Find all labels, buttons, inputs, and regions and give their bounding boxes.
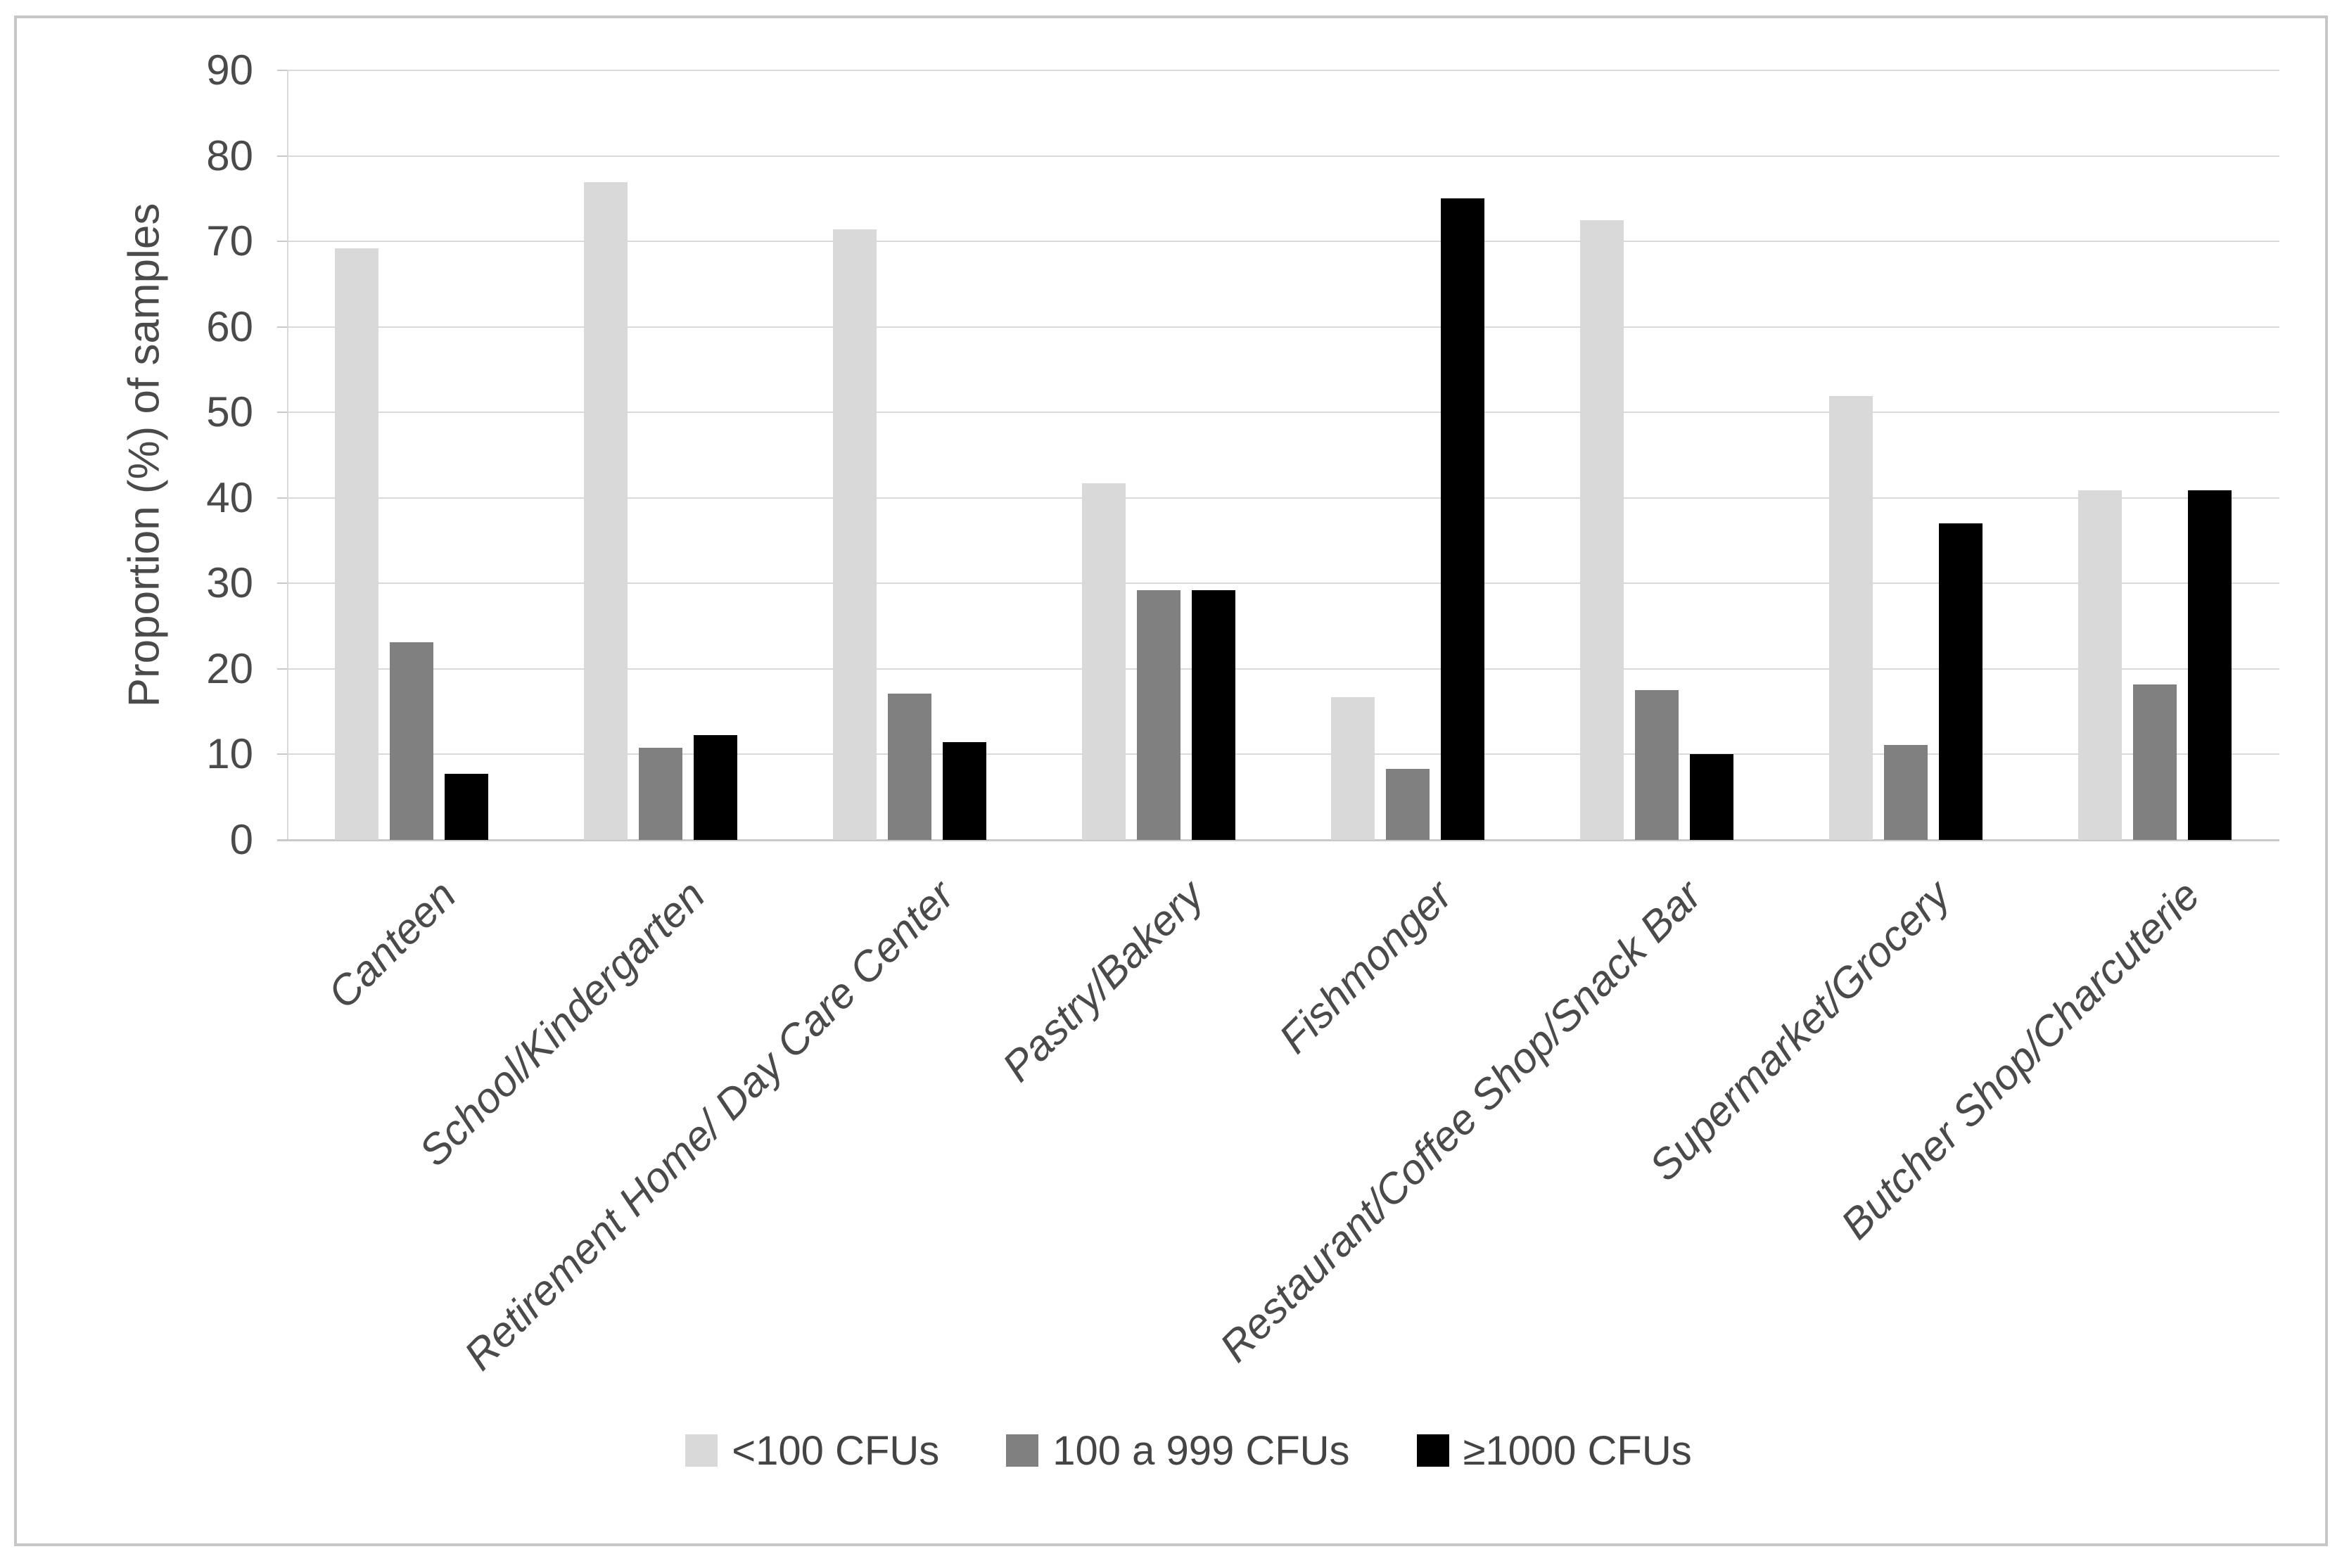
y-axis-tick-mark: [277, 70, 287, 71]
bar: [1192, 590, 1235, 840]
bar-group: [1532, 70, 1781, 840]
y-axis-tick-mark: [277, 497, 287, 499]
x-axis-label: Fishmonger: [1270, 871, 1461, 1062]
bar: [584, 182, 628, 840]
bar-group: [536, 70, 785, 840]
y-tick-label: 30: [206, 559, 253, 607]
legend-swatch: [685, 1434, 718, 1467]
y-axis-tick-mark: [277, 155, 287, 157]
bar: [1082, 483, 1126, 840]
bar: [2133, 684, 2177, 840]
gridline: [287, 155, 2279, 157]
gridline: [287, 241, 2279, 243]
bar: [1690, 754, 1733, 840]
gridline: [287, 70, 2279, 71]
legend-swatch: [1416, 1434, 1449, 1467]
y-axis-title: Proportion (%) of samples: [120, 203, 169, 708]
y-tick-label: 10: [206, 730, 253, 778]
bar-group: [1781, 70, 2030, 840]
bar-group: [785, 70, 1034, 840]
gridline: [287, 326, 2279, 328]
bar: [1441, 198, 1484, 840]
legend-label: ≥1000 CFUs: [1463, 1427, 1692, 1474]
gridline: [287, 412, 2279, 414]
y-tick-label: 60: [206, 302, 253, 350]
y-axis-tick-mark: [277, 412, 287, 414]
y-tick-label: 40: [206, 473, 253, 521]
legend-item: ≥1000 CFUs: [1416, 1427, 1692, 1474]
y-tick-label: 70: [206, 217, 253, 265]
bar: [390, 642, 433, 840]
x-axis-label: Canteen: [319, 871, 465, 1018]
y-axis-line: [287, 70, 288, 841]
y-tick-label: 20: [206, 644, 253, 692]
bar-group: [2030, 70, 2279, 840]
bar: [943, 742, 986, 840]
y-axis-tick-mark: [277, 753, 287, 756]
bar-group: [287, 70, 536, 840]
x-axis-label: School/Kindergarten: [410, 871, 714, 1175]
y-axis-tick-mark: [277, 582, 287, 585]
bar: [694, 734, 737, 840]
x-axis-label: Pastry/Bakery: [993, 871, 1212, 1091]
gridline: [287, 753, 2279, 756]
bar: [1386, 769, 1430, 840]
bar: [1137, 590, 1180, 840]
x-axis-line: [277, 839, 2279, 841]
bar: [2188, 490, 2232, 840]
bar: [335, 248, 378, 840]
y-axis-tick-mark: [277, 668, 287, 670]
gridline: [287, 497, 2279, 499]
legend-swatch: [1006, 1434, 1039, 1467]
x-axis-label: Retirement Home/ Day Care Center: [455, 871, 963, 1379]
bar-group: [1283, 70, 1532, 840]
bar: [639, 747, 682, 840]
x-axis-label: Restaurant/Coffee Shop/Snack Bar: [1210, 871, 1710, 1371]
y-tick-label: 80: [206, 132, 253, 179]
gridline: [287, 582, 2279, 585]
bar: [833, 229, 877, 840]
y-tick-label: 0: [229, 816, 253, 863]
bar: [1331, 697, 1375, 840]
legend-label: 100 a 999 CFUs: [1052, 1427, 1350, 1474]
bar: [445, 774, 488, 840]
legend-label: <100 CFUs: [732, 1427, 940, 1474]
bar: [1635, 690, 1679, 840]
legend-item: <100 CFUs: [685, 1427, 939, 1474]
legend-item: 100 a 999 CFUs: [1006, 1427, 1350, 1474]
bar: [888, 694, 931, 840]
bar: [1580, 219, 1624, 840]
bar: [1939, 523, 1983, 840]
bar: [1829, 396, 1873, 840]
gridline: [287, 668, 2279, 670]
plot-area: [287, 70, 2279, 840]
legend: <100 CFUs 100 a 999 CFUs ≥1000 CFUs: [18, 1422, 2342, 1479]
y-axis-tick-mark: [277, 326, 287, 328]
bar: [1884, 745, 1928, 840]
y-axis-tick-mark: [277, 241, 287, 243]
y-tick-label: 50: [206, 388, 253, 436]
bar: [2078, 490, 2122, 840]
bar-group: [1034, 70, 1283, 840]
y-tick-label: 90: [206, 46, 253, 94]
